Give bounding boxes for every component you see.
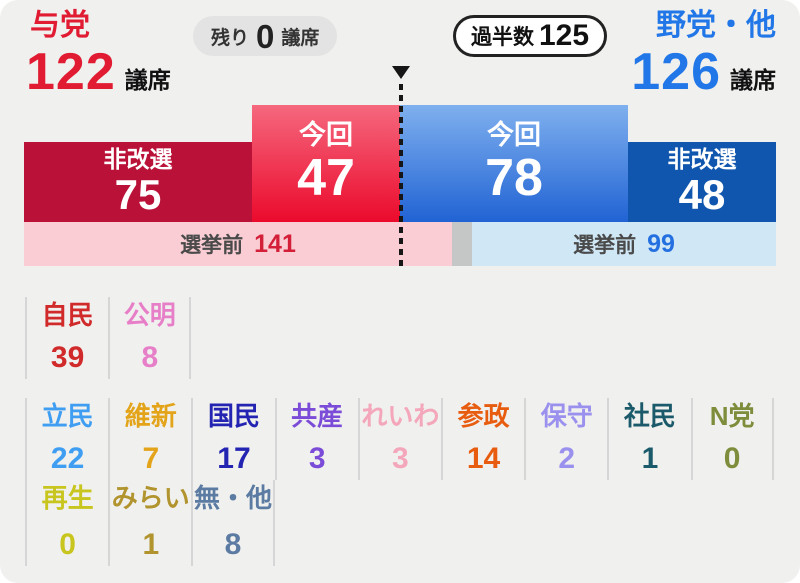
party-name: 維新	[124, 401, 177, 431]
ruling-coalition-total: 122 議席	[26, 46, 171, 98]
party-seats: 22	[50, 442, 85, 475]
party-name: みらい	[111, 483, 190, 513]
bar-segment-opposition-current: 今回 78	[400, 105, 628, 222]
party-seats: 2	[558, 442, 576, 475]
segment-value: 48	[678, 170, 726, 218]
bar-segment-ruling-current: 今回 47	[252, 105, 400, 222]
party-cell: 社民 1	[607, 398, 690, 480]
majority-marker-dotted-line	[399, 84, 403, 266]
party-seats: 17	[217, 442, 251, 475]
party-seats: 1	[641, 442, 659, 475]
pre-election-value: 141	[254, 229, 296, 258]
segment-label: 今回	[299, 119, 353, 150]
pre-election-value: 99	[647, 229, 675, 258]
segment-value: 47	[297, 149, 355, 207]
party-seats: 8	[141, 341, 159, 374]
remaining-unit: 議席	[281, 27, 320, 49]
segment-value: 75	[114, 170, 162, 218]
party-name: 自民	[41, 300, 94, 330]
remaining-prefix: 残り	[211, 27, 250, 49]
party-cell: 維新 7	[108, 398, 191, 480]
party-row-others: 再生 0 みらい 1 無・他 8	[25, 480, 275, 566]
party-name: 社民	[623, 401, 676, 431]
party-name: 共産	[291, 401, 344, 431]
party-cell: 参政 14	[440, 398, 524, 480]
bar-segment-ruling-nonelected: 非改選 75	[24, 142, 252, 222]
party-seats: 3	[392, 442, 409, 475]
party-seats: 3	[308, 442, 326, 475]
ruling-coalition-label: 与党	[30, 9, 90, 42]
party-row-coalition: 自民 39 公明 8	[25, 297, 192, 379]
party-name: 無・他	[193, 483, 272, 513]
party-cell: れいわ 3	[357, 398, 441, 480]
pre-election-bar-ruling: 選挙前 141	[24, 222, 452, 266]
party-cell: 自民 39	[25, 297, 108, 379]
majority-marker-triangle-icon	[392, 66, 410, 79]
remaining-value: 0	[256, 17, 275, 55]
pre-election-bar-opposition: 選挙前 99	[472, 222, 776, 266]
segment-label: 非改選	[667, 145, 737, 172]
majority-value: 125	[539, 19, 590, 52]
party-name: れいわ	[361, 401, 440, 431]
party-seats: 8	[224, 528, 242, 561]
vacancy-segment	[452, 222, 472, 266]
pre-election-label: 選挙前	[180, 234, 244, 257]
party-seats: 0	[723, 442, 741, 475]
party-row-opposition: 立民 22 維新 7 国民 17 共産 3 れいわ 3 参政 14 保守 2 社…	[25, 398, 774, 480]
party-cell: みらい 1	[108, 480, 191, 566]
party-seats: 14	[466, 442, 501, 475]
party-seats: 1	[142, 528, 160, 561]
segment-label: 今回	[487, 119, 541, 150]
majority-label: 過半数	[471, 26, 534, 49]
party-seats: 7	[142, 442, 160, 475]
party-cell: 保守 2	[524, 398, 607, 480]
party-name: 国民	[207, 401, 260, 431]
opposition-total: 126 議席	[631, 46, 776, 98]
party-name: N党	[709, 401, 755, 431]
party-name: 保守	[540, 401, 593, 431]
party-name: 参政	[457, 401, 510, 431]
party-cell: 国民 17	[191, 398, 274, 480]
party-name: 公明	[123, 300, 176, 330]
party-name: 立民	[41, 401, 94, 431]
party-cell: 立民 22	[25, 398, 108, 480]
segment-value: 78	[485, 149, 543, 207]
segment-label: 非改選	[103, 145, 173, 172]
party-seats: 39	[50, 341, 85, 374]
majority-pill: 過半数 125	[453, 15, 608, 57]
party-cell: 再生 0	[25, 480, 108, 566]
party-cell: 公明 8	[108, 297, 192, 379]
opposition-label: 野党・他	[656, 9, 776, 42]
bar-segment-opposition-nonelected: 非改選 48	[628, 142, 776, 222]
party-cell: 共産 3	[274, 398, 358, 480]
party-seats: 0	[59, 528, 76, 561]
seats-unit-label: 議席	[730, 67, 776, 93]
pre-election-label: 選挙前	[573, 234, 637, 257]
remaining-seats-pill: 残り 0 議席	[193, 16, 338, 56]
ruling-coalition-seats: 122	[26, 43, 116, 101]
party-cell: 無・他 8	[191, 480, 275, 566]
party-name: 再生	[41, 483, 94, 513]
opposition-seats: 126	[631, 43, 721, 101]
party-cell: N党 0	[690, 398, 774, 480]
seats-unit-label: 議席	[124, 67, 171, 93]
